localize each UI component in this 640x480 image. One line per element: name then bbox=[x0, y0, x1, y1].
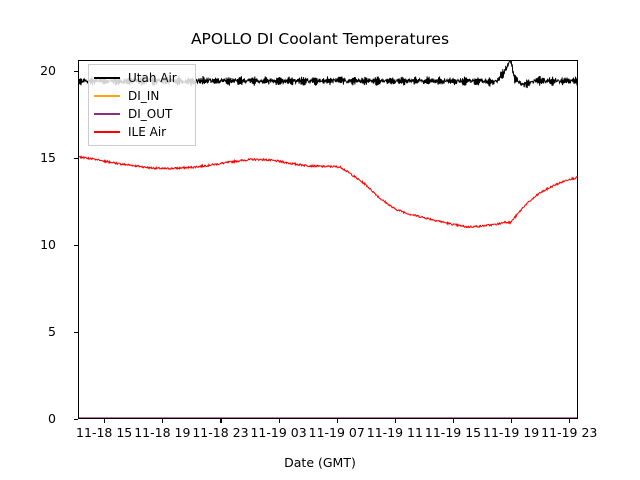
y-tick-label: 5 bbox=[48, 324, 56, 340]
x-tick-mark bbox=[511, 419, 513, 423]
legend-item-ile-air[interactable]: ILE Air bbox=[94, 123, 190, 141]
y-tick-mark bbox=[74, 71, 78, 73]
x-tick-mark bbox=[162, 419, 164, 423]
x-tick-label: 11-19 03 bbox=[250, 425, 307, 440]
x-tick-label: 11-18 23 bbox=[192, 425, 249, 440]
legend-label: ILE Air bbox=[128, 125, 167, 139]
legend-item-utah-air[interactable]: Utah Air bbox=[94, 69, 190, 87]
legend-item-di-in[interactable]: DI_IN bbox=[94, 87, 190, 105]
y-tick-label: 15 bbox=[40, 150, 56, 166]
y-tick-mark bbox=[74, 245, 78, 247]
x-axis-label: Date (GMT) bbox=[284, 455, 356, 470]
legend-label: Utah Air bbox=[128, 71, 177, 85]
x-tick-label: 11-19 11 bbox=[366, 425, 423, 440]
legend-label: DI_IN bbox=[128, 89, 160, 103]
y-tick-label: 20 bbox=[40, 63, 56, 79]
x-tick-label: 11-18 15 bbox=[76, 425, 133, 440]
legend-color-swatch bbox=[94, 113, 120, 115]
y-tick-label: 10 bbox=[40, 237, 56, 253]
chart-legend: Utah Air DI_IN DI_OUT ILE Air bbox=[88, 64, 196, 146]
x-tick-mark bbox=[104, 419, 106, 423]
x-tick-label: 11-18 19 bbox=[134, 425, 191, 440]
legend-label: DI_OUT bbox=[128, 107, 173, 121]
x-tick-mark bbox=[278, 419, 280, 423]
legend-color-swatch bbox=[94, 77, 120, 79]
x-tick-label: 11-19 07 bbox=[308, 425, 365, 440]
x-tick-mark bbox=[453, 419, 455, 423]
x-tick-mark bbox=[569, 419, 571, 423]
series-line-ile-air bbox=[79, 156, 577, 227]
legend-item-di-out[interactable]: DI_OUT bbox=[94, 105, 190, 123]
chart-title: APOLLO DI Coolant Temperatures bbox=[190, 30, 450, 48]
y-tick-mark bbox=[74, 332, 78, 334]
x-tick-label: 11-19 23 bbox=[541, 425, 598, 440]
legend-color-swatch bbox=[94, 95, 120, 97]
x-tick-mark bbox=[394, 419, 396, 423]
y-tick-label: 0 bbox=[48, 411, 56, 426]
y-tick-mark bbox=[74, 419, 78, 421]
y-tick-mark bbox=[74, 158, 78, 160]
x-tick-mark bbox=[336, 419, 338, 423]
x-tick-label: 11-19 15 bbox=[424, 425, 482, 440]
x-tick-label: 11-19 19 bbox=[483, 425, 540, 440]
x-tick-mark bbox=[220, 419, 222, 423]
legend-color-swatch bbox=[94, 131, 120, 133]
